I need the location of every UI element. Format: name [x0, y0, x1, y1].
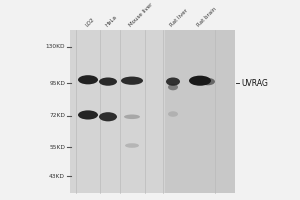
Text: Rat liver: Rat liver [169, 8, 189, 27]
Ellipse shape [168, 84, 178, 90]
Ellipse shape [189, 76, 211, 86]
Ellipse shape [121, 77, 143, 85]
Text: LO2: LO2 [85, 17, 95, 27]
Text: Rat brain: Rat brain [196, 6, 218, 27]
Ellipse shape [78, 75, 98, 84]
Text: UVRAG: UVRAG [241, 79, 268, 88]
Ellipse shape [168, 111, 178, 117]
Text: 72KD: 72KD [49, 113, 65, 118]
Text: 130KD: 130KD [46, 44, 65, 49]
Text: HeLa: HeLa [104, 14, 118, 27]
Ellipse shape [201, 78, 215, 85]
Bar [70, 30, 165, 193]
Ellipse shape [78, 110, 98, 120]
Ellipse shape [125, 143, 139, 148]
Ellipse shape [166, 77, 180, 86]
Text: 43KD: 43KD [49, 174, 65, 179]
Ellipse shape [99, 112, 117, 121]
Ellipse shape [124, 114, 140, 119]
Text: 55KD: 55KD [49, 145, 65, 150]
Ellipse shape [99, 77, 117, 86]
Bar [165, 30, 235, 193]
Text: Mouse liver: Mouse liver [128, 2, 154, 27]
Text: 95KD: 95KD [49, 81, 65, 86]
